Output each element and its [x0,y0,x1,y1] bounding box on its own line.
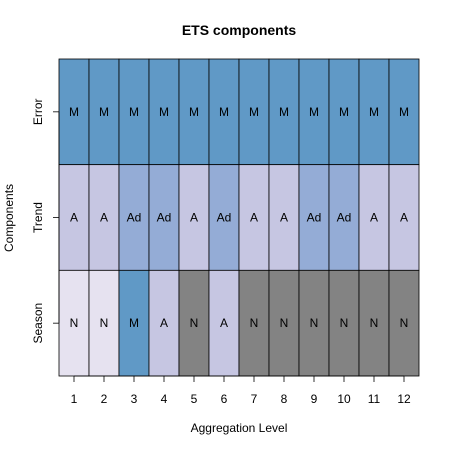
heatmap-cell-error-12 [388,58,420,166]
cell-label-season-7: N [250,316,259,330]
cell-label-error-7: M [249,105,259,119]
heatmap-cell-trend-12 [388,164,420,271]
cell-label-error-5: M [189,105,199,119]
heatmap-cell-error-3 [118,58,150,166]
heatmap-cell-trend-5 [178,164,210,271]
x-tick-label-11: 11 [368,392,381,406]
heatmap-cell-trend-7 [238,164,270,271]
heatmap-cell-trend-11 [358,164,390,271]
cell-label-error-2: M [99,105,109,119]
cell-label-season-2: N [100,316,109,330]
x-tick-label-10: 10 [337,392,351,406]
y-tick-label-error: Error [31,98,45,125]
heatmap-cell-trend-8 [268,164,300,271]
cell-label-season-1: N [70,316,79,330]
cell-label-trend-2: A [100,211,108,225]
cell-label-trend-7: A [250,211,258,225]
y-tick-label-trend: Trend [31,202,45,233]
cell-label-trend-4: Ad [157,211,172,225]
cell-label-trend-5: A [190,211,198,225]
cell-label-season-10: N [340,316,349,330]
y-tick-label-season: Season [31,303,45,344]
cell-label-error-9: M [309,105,319,119]
x-tick-label-3: 3 [131,392,138,406]
x-tick-label-7: 7 [251,392,258,406]
x-tick-label-9: 9 [311,392,318,406]
x-tick-label-2: 2 [101,392,108,406]
heatmap-cell-trend-10 [328,164,360,271]
x-tick-label-1: 1 [71,392,78,406]
cell-label-trend-1: A [70,211,78,225]
heatmap-cell-error-1 [58,58,90,166]
cell-label-error-1: M [69,105,79,119]
cell-label-error-6: M [219,105,229,119]
heatmap-cell-trend-6 [208,164,240,271]
cell-label-error-4: M [159,105,169,119]
cell-label-season-8: N [280,316,289,330]
cell-label-error-3: M [129,105,139,119]
heatmap-cell-labels: M M M M M M M M M M M M A A Ad Ad A Ad A A Ad Ad A A N N M A N A N N N N N… [69,105,409,330]
x-axis-label: Aggregation Level [191,421,288,435]
heatmap-cell-error-6 [208,58,240,166]
heatmap-cell-season-3 [118,269,150,377]
heatmap-cell-error-10 [328,58,360,166]
cell-label-season-5: N [190,316,199,330]
cell-label-season-4: A [160,316,168,330]
cell-label-season-3: M [129,316,139,330]
x-tick-label-4: 4 [161,392,168,406]
chart-title: ETS components [182,22,297,38]
x-tick-label-6: 6 [221,392,228,406]
heatmap-cell-error-2 [88,58,120,166]
cell-label-error-12: M [399,105,409,119]
cell-label-trend-10: Ad [337,211,352,225]
cell-label-trend-9: Ad [307,211,322,225]
cell-label-season-9: N [310,316,319,330]
heatmap-cell-trend-9 [298,164,330,271]
cell-label-error-8: M [279,105,289,119]
cell-label-error-10: M [339,105,349,119]
cell-label-season-11: N [370,316,379,330]
cell-label-trend-11: A [370,211,378,225]
heatmap-cell-season-7 [238,269,270,377]
cell-label-error-11: M [369,105,379,119]
heatmap-cell-trend-4 [148,164,180,271]
x-tick-label-5: 5 [191,392,198,406]
y-axis: Error Trend Season [31,98,60,344]
x-tick-label-12: 12 [397,392,411,406]
heatmap-cell-trend-2 [88,164,120,271]
cell-label-trend-6: Ad [217,211,232,225]
cell-label-trend-8: A [280,211,288,225]
heatmap-cell-error-8 [268,58,300,166]
heatmap-cell-season-1 [58,269,90,377]
cell-label-trend-3: Ad [127,211,142,225]
y-axis-label: Components [2,184,16,252]
heatmap-cells [58,58,420,377]
cell-label-trend-12: A [400,211,408,225]
cell-label-season-6: A [220,316,228,330]
heatmap-cell-season-12 [388,269,420,377]
cell-label-season-12: N [400,316,409,330]
x-axis: 1 2 3 4 5 6 7 8 9 10 11 12 [71,375,411,406]
x-tick-label-8: 8 [281,392,288,406]
heatmap-cell-season-5 [178,269,210,377]
heatmap-cell-season-4 [148,269,180,377]
